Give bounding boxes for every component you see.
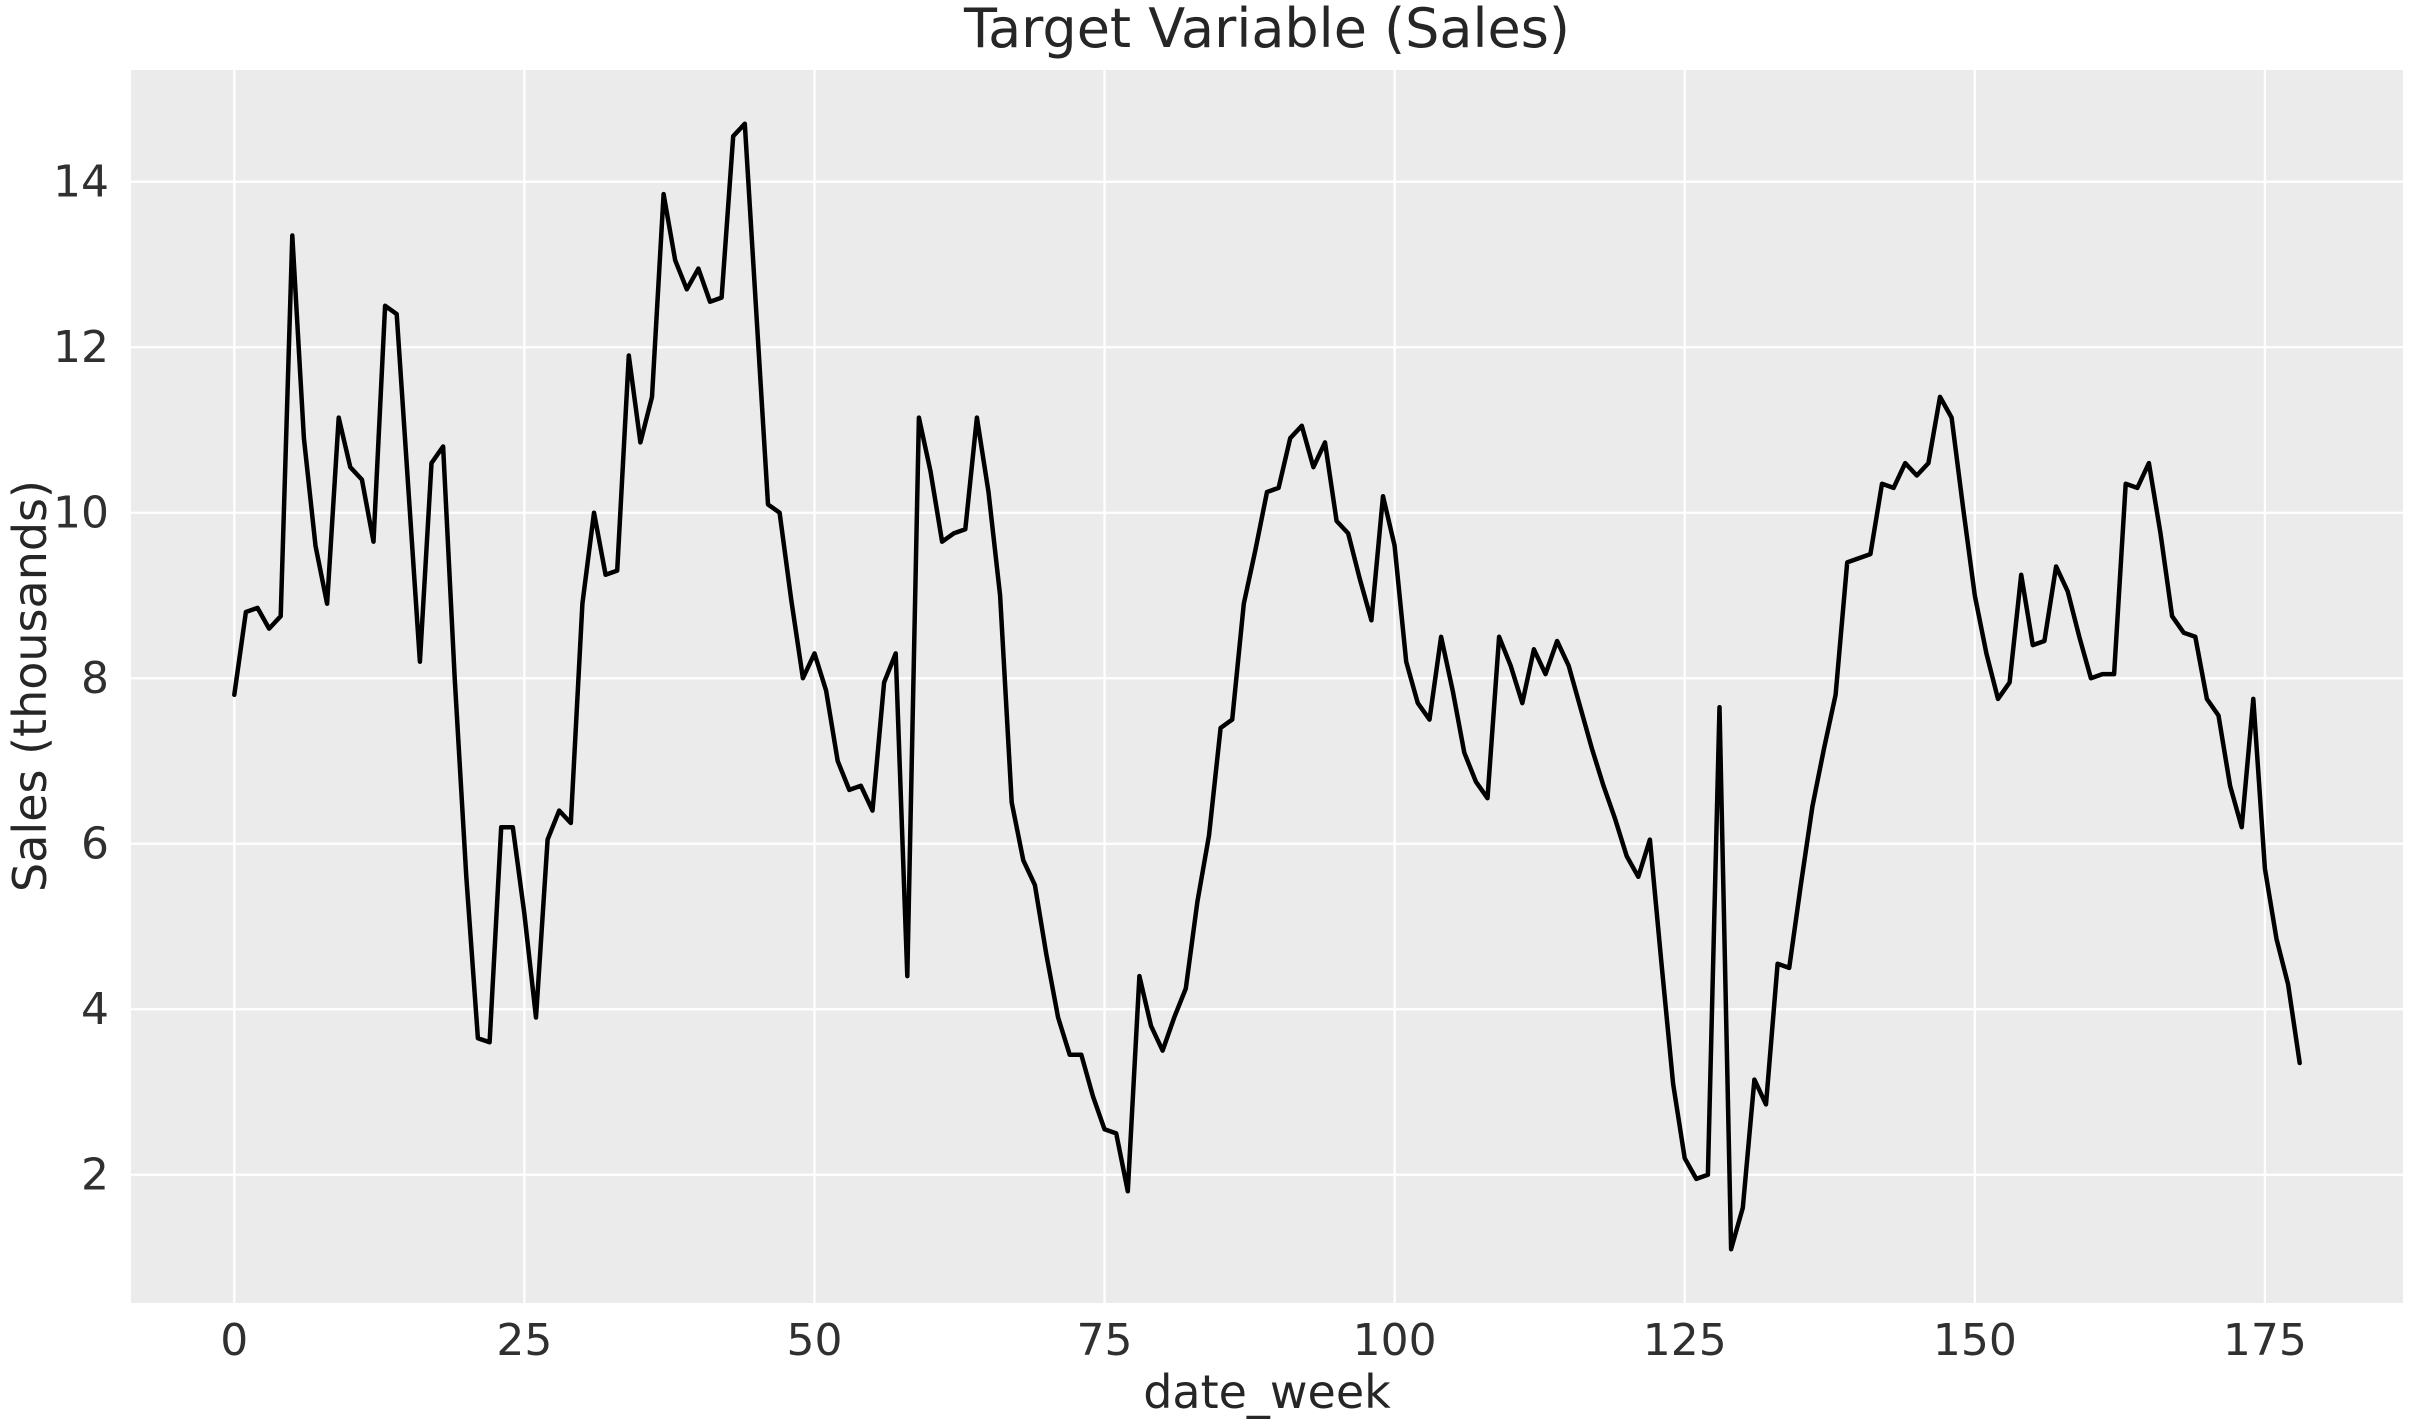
y-tick-label: 12 bbox=[53, 322, 109, 373]
x-tick-label: 75 bbox=[1077, 1315, 1133, 1366]
y-tick-label: 6 bbox=[81, 819, 109, 870]
x-tick-label: 100 bbox=[1353, 1315, 1437, 1366]
x-tick-label: 50 bbox=[786, 1315, 842, 1366]
x-axis-label: date_week bbox=[1143, 1365, 1391, 1419]
y-tick-label: 4 bbox=[81, 984, 109, 1035]
axis-ticks: 0 25 50 75 100 125 150 175 2 4 6 8 10 12 14 bbox=[53, 157, 2307, 1366]
plot-background bbox=[131, 70, 2403, 1303]
x-tick-label: 25 bbox=[496, 1315, 552, 1366]
x-tick-label: 150 bbox=[1933, 1315, 2017, 1366]
y-tick-label: 10 bbox=[53, 488, 109, 539]
y-tick-label: 14 bbox=[53, 157, 109, 208]
x-tick-label: 125 bbox=[1643, 1315, 1727, 1366]
y-tick-label: 2 bbox=[81, 1150, 109, 1201]
plot-area bbox=[131, 70, 2403, 1303]
x-tick-label: 0 bbox=[220, 1315, 248, 1366]
y-axis-label: Sales (thousands) bbox=[3, 480, 57, 892]
chart-title: Target Variable (Sales) bbox=[963, 0, 1570, 60]
y-tick-label: 8 bbox=[81, 653, 109, 704]
x-tick-label: 175 bbox=[2223, 1315, 2307, 1366]
sales-series-line bbox=[232, 121, 2302, 1252]
